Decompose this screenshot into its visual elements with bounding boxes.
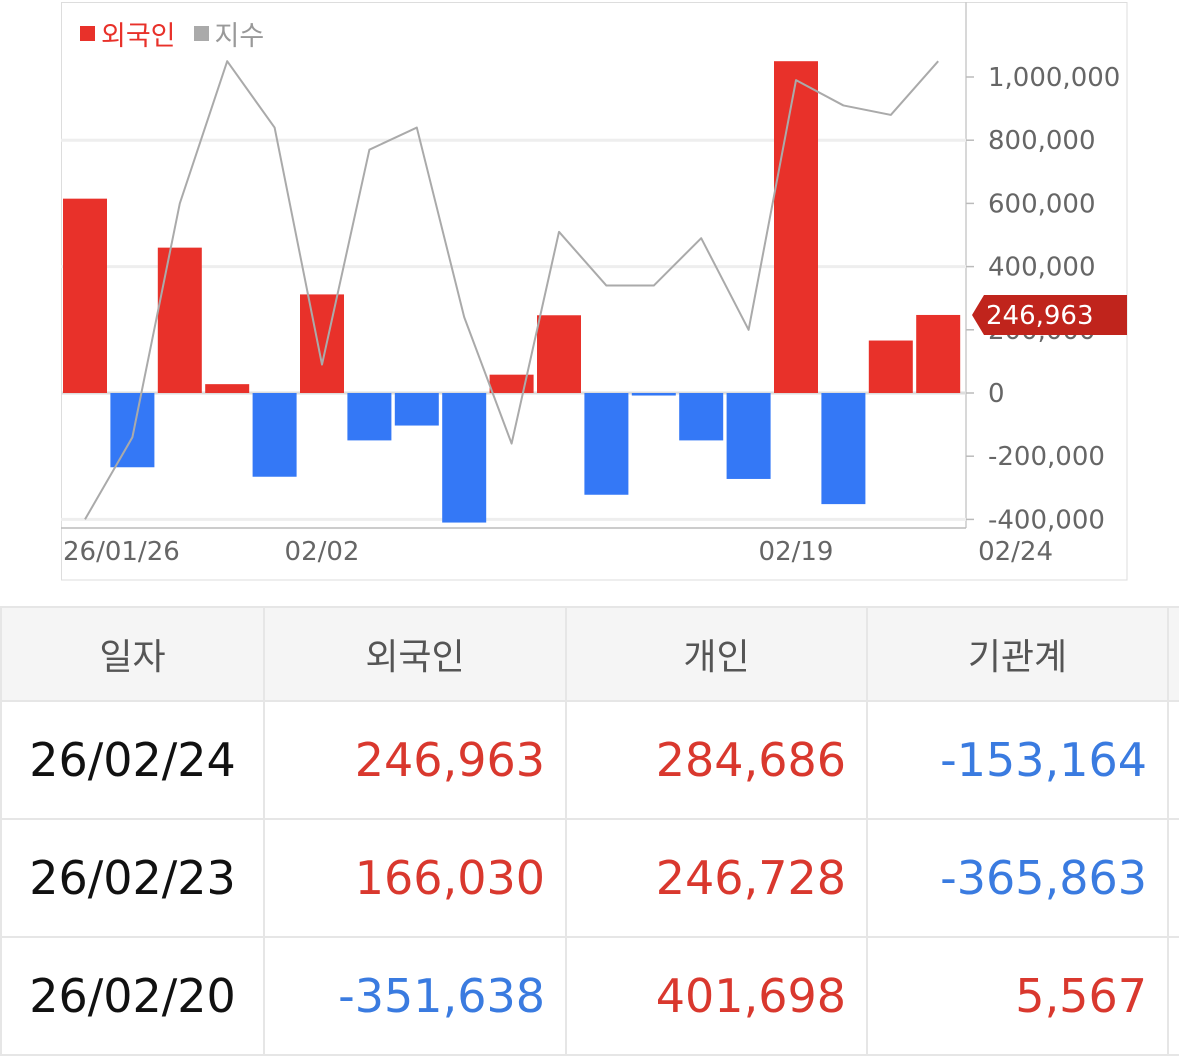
legend-label-foreign: 외국인: [101, 21, 176, 52]
header-institution[interactable]: 기관계: [866, 606, 1169, 702]
y-tick-label-0: 1,000,000: [988, 63, 1120, 93]
legend-label-index: 지수: [214, 21, 265, 52]
cell-foreign: 166,030: [263, 818, 567, 938]
bar-26/02/04: [394, 393, 439, 426]
cell-date: 26/02/23: [0, 818, 265, 938]
investor-trade-table: 일자 외국인 개인 기관계 26/02/24 246,963 284,686 -153…: [0, 606, 1179, 1056]
index-line: [84, 60, 939, 520]
bar-26/01/29: [205, 384, 250, 393]
y-tick-label-3: 400,000: [988, 253, 1096, 283]
header-date[interactable]: 일자: [0, 606, 265, 702]
bar-26/02/05: [442, 393, 487, 523]
y-tick-label-1: 800,000: [988, 126, 1096, 156]
cell-individual: 246,728: [565, 818, 868, 938]
y-tick-label-6: -200,000: [988, 442, 1105, 472]
table-row[interactable]: 26/02/20 -351,638 401,698 5,567: [0, 936, 1179, 1056]
investor-chart: 1,000,000800,000600,000400,000200,0000-2…: [61, 2, 1128, 581]
cell-foreign: -351,638: [263, 936, 567, 1056]
cell-overflow: [1167, 818, 1179, 938]
y-tick-label-2: 600,000: [988, 189, 1096, 219]
bar-26/02/24: [916, 314, 961, 393]
current-value-label: 246,963: [986, 301, 1094, 331]
bar-26/02/09: [537, 315, 581, 393]
chart-legend: 외국인 지수: [80, 14, 282, 53]
cell-institution: -365,863: [866, 818, 1169, 938]
cell-institution: -153,164: [866, 700, 1169, 820]
header-overflow: [1167, 606, 1179, 702]
y-tick-label-7: -400,000: [988, 505, 1105, 535]
header-individual[interactable]: 개인: [565, 606, 868, 702]
x-tick-label-3: 02/24: [978, 537, 1053, 567]
legend-swatch-foreign: [80, 26, 95, 41]
bar-26/02/20: [821, 393, 866, 505]
x-tick-label-0: 26/01/26: [63, 537, 180, 567]
bar-26/02/12: [679, 393, 724, 441]
bar-26/02/03: [347, 393, 392, 441]
cell-foreign: 246,963: [263, 700, 567, 820]
cell-date: 26/02/20: [0, 936, 265, 1056]
table-row[interactable]: 26/02/23 166,030 246,728 -365,863: [0, 818, 1179, 938]
bar-26/02/11: [631, 393, 676, 396]
bar-26/01/26: [63, 198, 107, 393]
cell-overflow: [1167, 936, 1179, 1056]
header-foreign[interactable]: 외국인: [263, 606, 567, 702]
bar-26/02/23: [868, 340, 913, 393]
table-body: 26/02/24 246,963 284,686 -153,164 26/02/23 16…: [0, 700, 1179, 1056]
bar-26/02/06: [489, 374, 534, 393]
cell-individual: 284,686: [565, 700, 868, 820]
bar-26/02/13: [726, 393, 771, 479]
legend-item-index[interactable]: 지수: [193, 14, 265, 53]
legend-item-foreign[interactable]: 외국인: [80, 14, 176, 53]
chart-frame: [61, 2, 1128, 581]
current-value-marker: [972, 294, 1127, 335]
cell-overflow: [1167, 700, 1179, 820]
x-tick-label-2: 02/19: [759, 537, 834, 567]
bar-26/01/27: [110, 393, 155, 468]
cell-institution: 5,567: [866, 936, 1169, 1056]
bar-26/02/02: [300, 294, 344, 393]
bar-26/02/10: [584, 393, 629, 495]
y-tick-label-5: 0: [988, 379, 1005, 409]
bar-26/01/28: [157, 247, 202, 393]
x-tick-label-1: 02/02: [285, 537, 360, 567]
cell-individual: 401,698: [565, 936, 868, 1056]
chart-canvas: 1,000,000800,000600,000400,000200,0000-2…: [61, 2, 1128, 581]
legend-swatch-index: [193, 26, 209, 41]
table-row[interactable]: 26/02/24 246,963 284,686 -153,164: [0, 700, 1179, 820]
table-header-row: 일자 외국인 개인 기관계: [0, 606, 1179, 702]
cell-date: 26/02/24: [0, 700, 265, 820]
bar-26/01/30: [252, 393, 297, 477]
bar-26/02/19: [774, 61, 818, 393]
